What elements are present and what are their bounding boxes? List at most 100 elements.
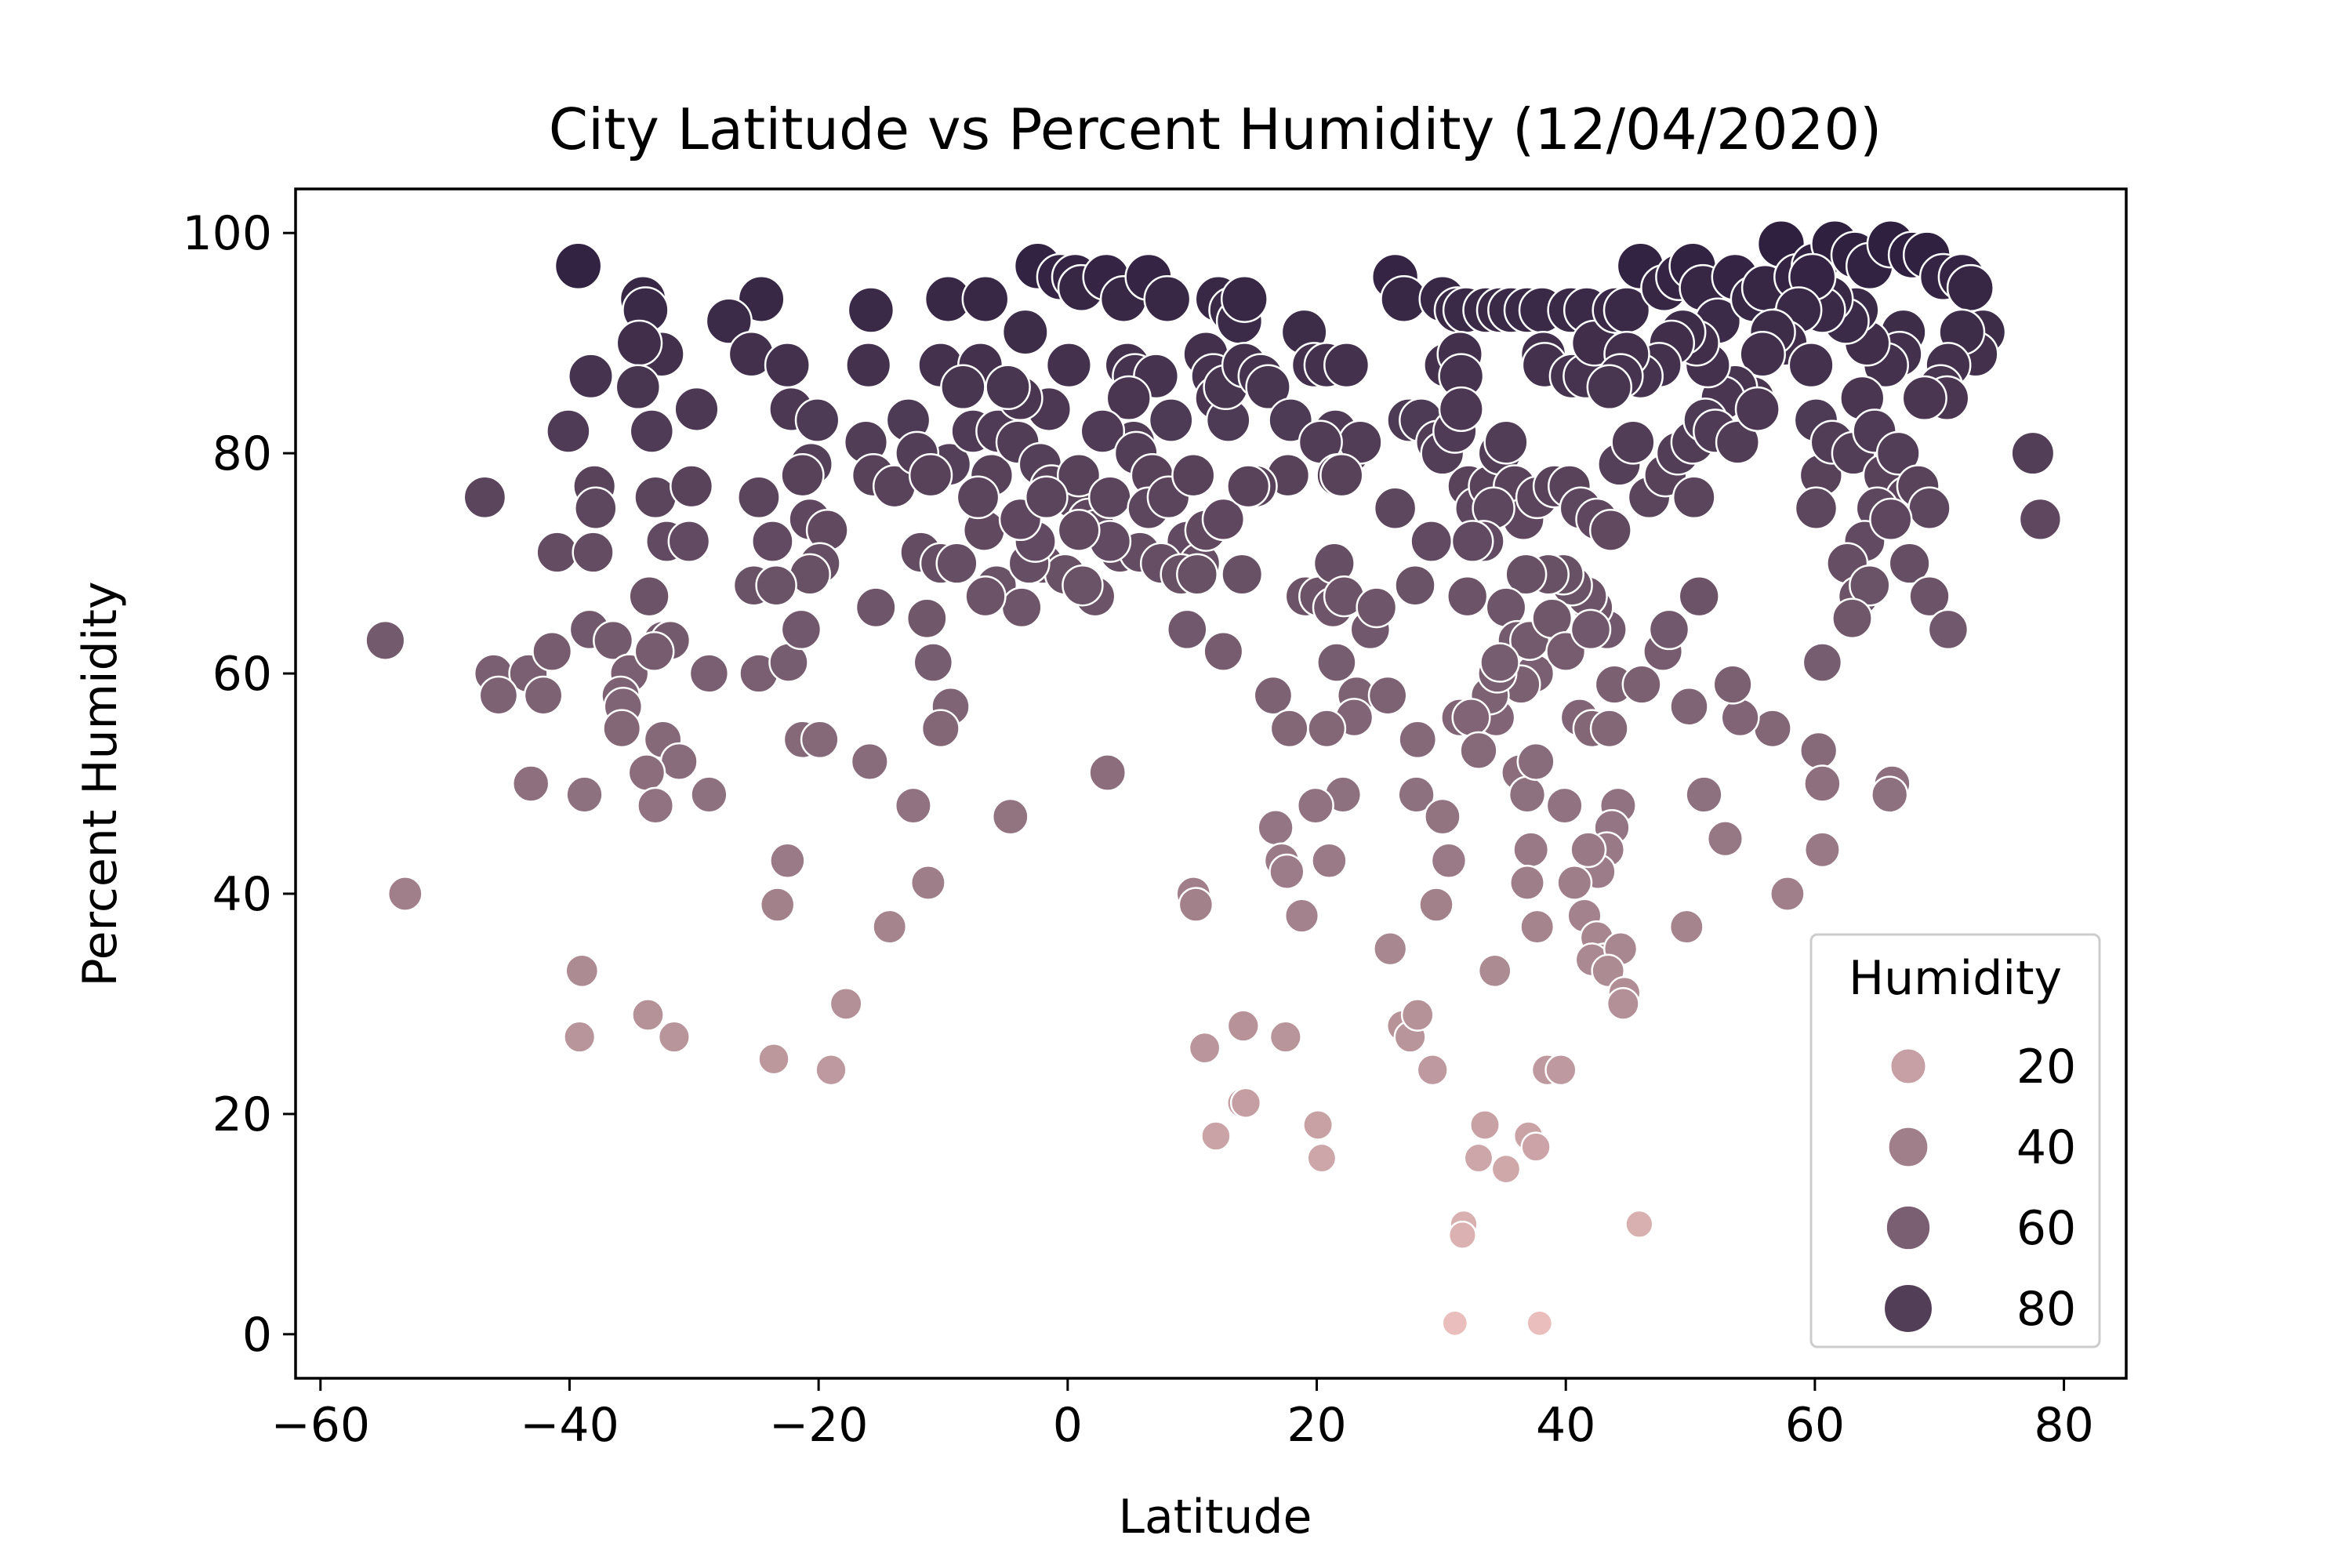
data-point: [1418, 887, 1454, 923]
data-point: [780, 608, 822, 651]
data-point: [1586, 364, 1633, 411]
data-point: [535, 531, 579, 574]
data-point: [845, 342, 892, 389]
data-point: [602, 709, 642, 749]
data-point: [1849, 564, 1891, 607]
legend-label: 20: [2016, 1040, 2076, 1094]
data-point: [1648, 608, 1690, 651]
data-point: [1400, 998, 1435, 1032]
data-points: [365, 220, 2063, 1338]
data-point: [673, 386, 720, 432]
data-point: [615, 319, 663, 367]
data-point: [1556, 864, 1593, 901]
data-point: [1410, 520, 1454, 563]
legend-marker: [1885, 1204, 1932, 1251]
data-point: [956, 475, 1000, 520]
data-point: [1229, 1087, 1262, 1119]
data-point: [688, 653, 730, 694]
data-point: [1621, 664, 1662, 705]
data-point: [908, 453, 953, 498]
data-point: [1799, 731, 1838, 771]
data-point: [815, 1054, 848, 1087]
data-point: [991, 797, 1029, 836]
data-point: [1257, 809, 1294, 847]
data-point: [1459, 731, 1498, 771]
data-point: [1678, 575, 1720, 618]
data-point: [794, 397, 840, 443]
data-point: [593, 619, 634, 661]
data-point: [961, 275, 1010, 323]
data-point: [387, 876, 423, 912]
data-point: [1220, 275, 1269, 323]
data-point: [1171, 453, 1216, 498]
data-point: [568, 353, 614, 400]
data-point: [909, 864, 946, 901]
data-point: [1024, 475, 1069, 520]
data-point: [1712, 664, 1753, 705]
data-point: [1871, 775, 1909, 814]
data-point: [511, 764, 550, 803]
data-point: [2010, 430, 2056, 476]
data-point: [1176, 553, 1218, 596]
x-axis-label: Latitude: [1119, 1490, 1312, 1544]
data-point: [1367, 675, 1408, 716]
data-point: [554, 241, 603, 291]
x-tick-label: 80: [2034, 1398, 2093, 1453]
data-point: [985, 364, 1031, 411]
data-point: [920, 709, 960, 749]
data-point: [755, 564, 797, 607]
data-point: [1831, 597, 1873, 640]
data-point: [1148, 397, 1194, 443]
y-axis: 0 20 40 60 80 100: [182, 206, 296, 1363]
data-point: [1356, 586, 1398, 629]
data-point: [574, 486, 618, 531]
plot-area: [294, 187, 2128, 1380]
data-point: [1519, 909, 1555, 945]
data-point: [964, 575, 1007, 618]
data-point: [1869, 497, 1913, 542]
data-point: [1188, 1031, 1221, 1065]
data-point: [1080, 408, 1126, 454]
x-tick-label: −20: [769, 1398, 869, 1453]
data-point: [1544, 1054, 1577, 1087]
data-point: [1424, 797, 1461, 836]
data-point: [1610, 419, 1656, 465]
y-tick-label: 80: [212, 426, 272, 481]
data-point: [657, 1020, 691, 1054]
data-point: [670, 464, 714, 509]
data-point: [615, 364, 662, 411]
data-point: [1788, 342, 1835, 389]
data-point: [1624, 1209, 1654, 1240]
data-point: [1715, 419, 1760, 465]
data-point: [1001, 308, 1049, 356]
data-point: [565, 775, 604, 814]
y-tick-label: 20: [212, 1087, 272, 1142]
data-point: [769, 842, 806, 880]
data-point: [1438, 386, 1484, 432]
y-axis-label: Percent Humidity: [73, 582, 128, 987]
data-point: [1570, 831, 1607, 869]
data-point: [1296, 786, 1334, 825]
data-point: [1685, 775, 1723, 814]
data-point: [751, 520, 794, 563]
data-point: [850, 742, 889, 781]
x-tick-label: −40: [520, 1398, 619, 1453]
x-tick-label: −60: [270, 1398, 370, 1453]
data-point: [1269, 1020, 1302, 1054]
data-point: [1570, 608, 1612, 651]
y-tick-label: 40: [212, 867, 272, 922]
data-point: [1302, 1109, 1334, 1141]
data-point: [1875, 430, 1921, 476]
data-point: [1469, 1109, 1501, 1141]
data-point: [872, 909, 908, 945]
data-point: [572, 531, 615, 574]
legend-frame: [1809, 933, 2101, 1348]
data-point: [546, 408, 591, 454]
data-point: [637, 786, 675, 825]
data-point: [1201, 497, 1246, 542]
data-point: [1178, 887, 1214, 923]
data-point: [1516, 742, 1555, 781]
data-point: [1479, 642, 1520, 683]
data-point: [1901, 375, 1947, 422]
